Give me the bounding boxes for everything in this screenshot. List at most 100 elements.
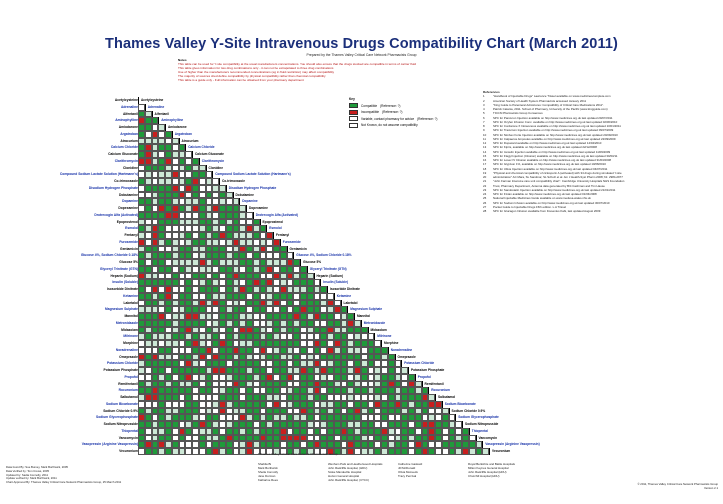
compatibility-cell xyxy=(441,414,449,421)
compatibility-cell xyxy=(401,394,408,401)
compatibility-cell xyxy=(165,434,172,442)
compatibility-cell xyxy=(347,407,354,415)
compatibility-cell xyxy=(293,387,300,394)
pharmacist-entry: Katharine Rees xyxy=(258,478,278,483)
compatibility-cell xyxy=(239,259,246,266)
drug-row-label: Insulin (Soluble) xyxy=(112,280,138,285)
compatibility-cell xyxy=(347,373,354,381)
compatibility-cell xyxy=(151,394,159,401)
drug-row-label: Sodium Chloride 0.9% xyxy=(103,408,138,413)
compatibility-cell xyxy=(158,387,165,394)
compatibility-cell xyxy=(138,373,145,381)
reference-number: 17 xyxy=(483,162,487,167)
reference-item: 17 SPC for Glypivon 1%, available on http… xyxy=(483,162,708,166)
compatibility-cell xyxy=(185,306,192,313)
compatibility-cell xyxy=(205,225,213,232)
compatibility-cell xyxy=(205,218,213,226)
reference-item: 19 "Physical and chemical compatibility o… xyxy=(483,171,708,175)
compatibility-cell xyxy=(225,394,233,401)
compatibility-cell xyxy=(178,400,186,408)
reference-item: 26 SPC for Sodium Infusion available on h… xyxy=(483,201,708,205)
compatibility-cell xyxy=(286,367,294,374)
reference-item: 14 SPC for Ionsulin Injection available o… xyxy=(483,150,708,154)
compatibility-cell xyxy=(414,387,422,394)
compatibility-cell xyxy=(300,441,307,448)
compatibility-cell xyxy=(225,265,233,273)
compatibility-cell xyxy=(198,245,206,253)
compatibility-cell xyxy=(347,313,354,320)
compatibility-cell xyxy=(293,353,300,361)
compatibility-cell xyxy=(212,286,219,293)
compatibility-cell xyxy=(151,333,159,340)
compatibility-cell xyxy=(259,427,267,435)
compatibility-cell xyxy=(421,427,429,435)
compatibility-cell xyxy=(462,427,469,435)
compatibility-cell xyxy=(151,218,159,226)
key-label: Not Known, do not assume compatibility xyxy=(361,123,418,127)
compatibility-cell xyxy=(198,380,206,388)
compatibility-cell xyxy=(387,373,395,381)
compatibility-cell xyxy=(252,319,260,327)
compatibility-cell xyxy=(239,205,246,212)
compatibility-cell xyxy=(144,245,152,253)
compatibility-cell xyxy=(259,259,267,266)
compatibility-cell xyxy=(293,373,300,381)
compatibility-cell xyxy=(232,238,240,246)
compatibility-cell xyxy=(212,218,219,226)
compatibility-cell xyxy=(340,421,348,428)
compatibility-cell xyxy=(246,218,253,226)
footer-copyright: © 2011, Thames Valley Critical Care Netw… xyxy=(588,482,718,491)
reference-number: 26 xyxy=(483,200,487,205)
footer-data-credits: Data found By: Sue Bumey, Mark Borthwick… xyxy=(6,465,166,485)
compatibility-cell xyxy=(138,380,145,388)
compatibility-cell xyxy=(198,191,206,199)
compatibility-cell xyxy=(219,353,226,361)
compatibility-cell xyxy=(273,414,280,421)
compatibility-cell xyxy=(178,346,186,354)
compatibility-cell xyxy=(293,272,300,280)
compatibility-cell xyxy=(219,373,226,381)
compatibility-cell xyxy=(225,400,233,408)
compatibility-cell xyxy=(185,319,192,327)
compatibility-cell xyxy=(178,319,186,327)
compatibility-cell xyxy=(273,265,280,273)
compatibility-cell xyxy=(313,441,321,448)
compatibility-cell xyxy=(138,434,145,442)
drug-column-label: Calcium Gluconate xyxy=(192,151,224,158)
compatibility-cell xyxy=(259,319,267,327)
compatibility-cell xyxy=(462,448,469,455)
compatibility-cell xyxy=(367,380,375,388)
compatibility-cell xyxy=(306,434,314,442)
compatibility-cell xyxy=(185,198,192,205)
compatibility-cell xyxy=(367,394,375,401)
compatibility-cell xyxy=(192,252,199,259)
compatibility-cell xyxy=(198,306,206,313)
compatibility-cell xyxy=(192,306,199,313)
compatibility-cell xyxy=(192,157,199,165)
reference-number: 22 xyxy=(483,183,487,188)
compatibility-cell xyxy=(320,326,327,334)
compatibility-cell xyxy=(165,238,172,246)
compatibility-cell xyxy=(327,414,334,421)
compatibility-cell xyxy=(158,360,165,367)
compatibility-cell xyxy=(333,353,341,361)
compatibility-cell xyxy=(259,353,267,361)
compatibility-cell xyxy=(320,340,327,347)
compatibility-cell xyxy=(394,394,402,401)
compatibility-cell xyxy=(374,400,381,408)
reference-number: 21 xyxy=(483,179,487,184)
compatibility-cell xyxy=(138,448,145,455)
compatibility-cell xyxy=(165,373,172,381)
compatibility-cell xyxy=(293,414,300,421)
compatibility-cell xyxy=(185,333,192,340)
compatibility-cell xyxy=(475,441,483,448)
compatibility-cell xyxy=(333,333,341,340)
compatibility-cell xyxy=(360,360,368,367)
compatibility-cell xyxy=(144,340,152,347)
compatibility-cell xyxy=(252,306,260,313)
compatibility-cell xyxy=(165,394,172,401)
drug-row-label: Calcium Gluconate xyxy=(108,152,138,156)
compatibility-cell xyxy=(144,279,152,286)
compatibility-cell xyxy=(354,353,361,361)
compatibility-cell xyxy=(239,279,246,286)
